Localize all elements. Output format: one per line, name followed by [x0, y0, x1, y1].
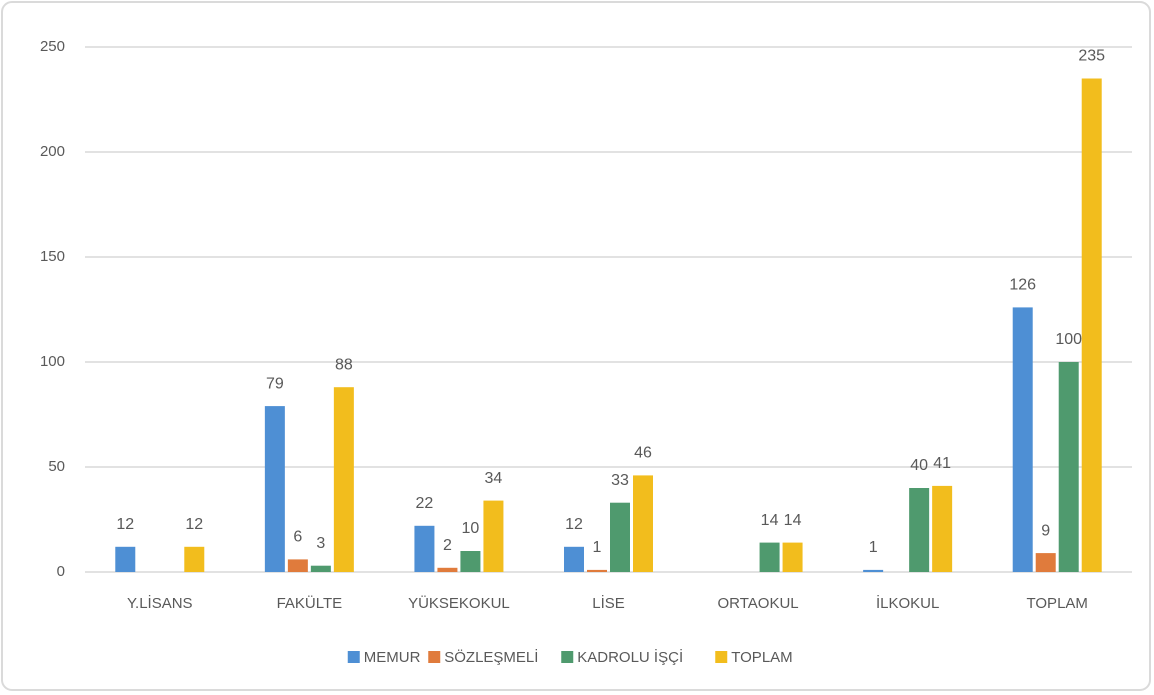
bar	[587, 569, 607, 572]
bar	[310, 565, 331, 572]
data-label: 126	[1009, 277, 1036, 294]
data-label: 10	[462, 520, 480, 537]
data-label: 14	[784, 512, 802, 529]
legend-label: KADROLU İŞÇİ	[577, 648, 683, 666]
y-tick-label: 250	[40, 38, 65, 55]
y-tick-label: 200	[40, 143, 65, 160]
data-label: 3	[316, 535, 325, 552]
data-label: 34	[485, 470, 503, 487]
bar	[437, 567, 458, 572]
legend-swatch	[715, 651, 728, 663]
x-tick-label: YÜKSEKOKUL	[408, 594, 510, 612]
data-label: 14	[761, 512, 779, 529]
data-label: 6	[293, 529, 302, 546]
bar	[1012, 307, 1033, 572]
data-label: 100	[1055, 331, 1082, 348]
bar	[287, 559, 308, 572]
legend-label: MEMUR	[364, 649, 421, 666]
x-tick-label: FAKÜLTE	[277, 594, 343, 612]
bar	[633, 475, 653, 572]
bar	[564, 546, 584, 572]
legend-label: SÖZLEŞMELİ	[444, 648, 538, 666]
bar	[909, 488, 930, 572]
legend-swatch	[428, 651, 441, 663]
x-tick-label: ORTAOKUL	[718, 595, 799, 612]
bar	[483, 500, 504, 572]
bar	[782, 542, 803, 572]
bar	[1058, 362, 1079, 572]
data-label: 88	[335, 356, 353, 373]
x-tick-label: Y.LİSANS	[127, 594, 193, 612]
data-label: 79	[266, 375, 284, 392]
y-tick-label: 50	[48, 458, 65, 475]
bar	[460, 551, 481, 572]
data-label: 9	[1041, 522, 1050, 539]
data-label: 41	[933, 455, 951, 472]
bar	[863, 569, 884, 572]
y-tick-label: 0	[57, 563, 65, 580]
bar	[414, 525, 435, 572]
x-tick-label: İLKOKUL	[876, 594, 939, 612]
data-label: 12	[185, 516, 203, 533]
data-label: 2	[443, 537, 452, 554]
legend-swatch	[347, 651, 360, 663]
data-label: 12	[116, 516, 134, 533]
data-label: 46	[634, 445, 652, 462]
data-label: 1	[869, 539, 878, 556]
bar	[932, 485, 953, 572]
data-label: 235	[1078, 48, 1105, 65]
bar	[1081, 78, 1102, 572]
bar	[759, 542, 780, 572]
data-label: 12	[565, 516, 583, 533]
y-tick-label: 150	[40, 248, 65, 265]
x-tick-label: TOPLAM	[1027, 595, 1088, 612]
x-tick-label: LİSE	[592, 594, 625, 612]
bar	[184, 546, 205, 572]
bar	[333, 387, 354, 572]
data-label: 33	[611, 472, 629, 489]
data-label: 22	[416, 495, 434, 512]
bar	[1035, 553, 1056, 572]
legend-swatch	[561, 651, 574, 663]
bar	[115, 546, 136, 572]
bar	[610, 502, 630, 572]
data-label: 40	[910, 457, 928, 474]
y-tick-label: 100	[40, 353, 65, 370]
bar	[264, 406, 285, 572]
data-label: 1	[593, 539, 602, 556]
legend-label: TOPLAM	[731, 649, 792, 666]
